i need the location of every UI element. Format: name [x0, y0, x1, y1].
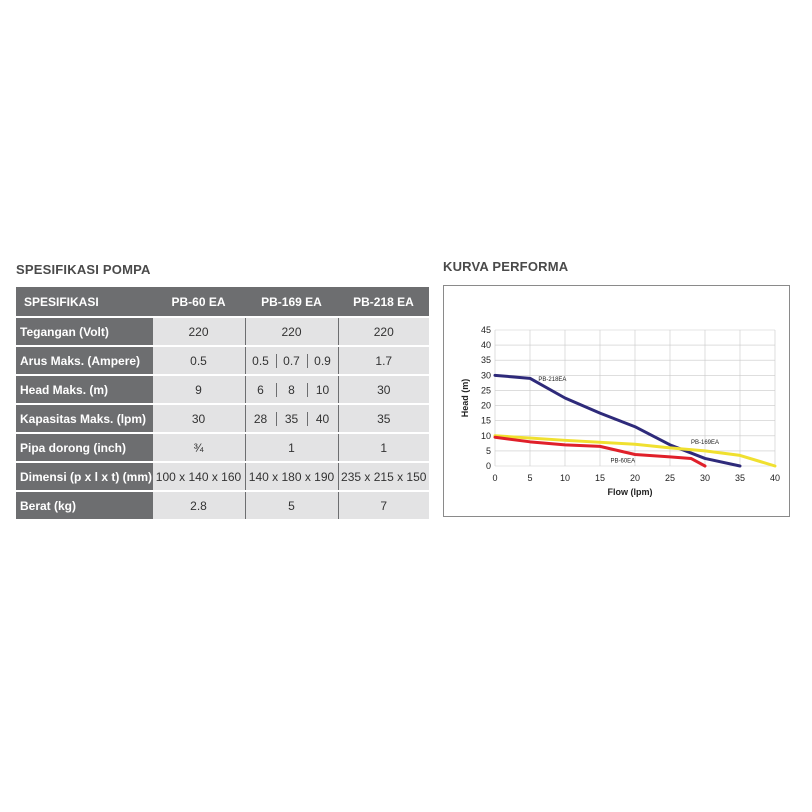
pb218-value: 7 — [337, 491, 429, 519]
row-label: Tegangan (Volt) — [16, 317, 152, 347]
pb60-value: 0.5 — [151, 346, 245, 376]
curve-title: KURVA PERFORMA — [443, 259, 569, 274]
pb169-variants: 6 8 10 — [246, 376, 338, 403]
y-tick-label: 15 — [481, 416, 491, 426]
pb169-variants: 0.5 0.7 0.9 — [246, 347, 338, 374]
series-label: PB-169EA — [691, 440, 719, 446]
y-tick-label: 5 — [486, 446, 491, 456]
row-label: Kapasitas Maks. (lpm) — [16, 404, 152, 434]
series-label: PB-60EA — [611, 458, 636, 464]
pb218-value: 235 x 215 x 150 — [337, 462, 429, 492]
pb169-cell: 220 — [244, 317, 338, 347]
y-tick-label: 45 — [481, 325, 491, 335]
x-tick-label: 10 — [560, 473, 570, 483]
header-cell: PB-169 EA — [245, 287, 338, 318]
table-row: Head Maks. (m) 9 6 8 10 30 — [16, 375, 429, 405]
row-label: Head Maks. (m) — [16, 375, 152, 405]
pb218-value: 35 — [337, 404, 429, 434]
pb218-value: 1.7 — [337, 346, 429, 376]
pb169-value: 0.5 — [252, 353, 269, 368]
x-tick-label: 35 — [735, 473, 745, 483]
pb218-value: 30 — [337, 375, 429, 405]
pb169-cell: 5 — [244, 491, 338, 519]
pb169-cell: 1 — [244, 433, 338, 463]
pb169-value: 40 — [306, 411, 338, 426]
y-tick-label: 35 — [481, 355, 491, 365]
series-label: PB-218EA — [538, 377, 566, 383]
x-tick-label: 20 — [630, 473, 640, 483]
spec-body: Tegangan (Volt) 220 220 220 Arus Maks. (Ampe… — [16, 317, 429, 519]
pb169-value: 6 — [257, 382, 264, 397]
y-tick-label: 10 — [481, 431, 491, 441]
header-cell: PB-218 EA — [338, 287, 429, 318]
x-tick-label: 5 — [527, 473, 532, 483]
row-label: Pipa dorong (inch) — [16, 433, 152, 463]
table-row: Kapasitas Maks. (lpm) 30 28 35 40 35 — [16, 404, 429, 434]
x-tick-label: 0 — [492, 473, 497, 483]
pb169-value: 0.9 — [306, 353, 338, 368]
series-line — [493, 435, 707, 468]
y-axis-label: Head (m) — [460, 379, 470, 418]
y-tick-label: 25 — [481, 385, 491, 395]
pb218-value: 220 — [337, 317, 429, 347]
table-row: Berat (kg) 2.8 5 7 — [16, 491, 429, 519]
pb169-variants: 28 35 40 — [246, 405, 338, 432]
pb60-value: 220 — [151, 317, 245, 347]
x-tick-label: 15 — [595, 473, 605, 483]
y-tick-label: 20 — [481, 401, 491, 411]
pb60-value: 9 — [151, 375, 245, 405]
x-tick-label: 25 — [665, 473, 675, 483]
header-cell: PB-60 EA — [152, 287, 245, 318]
spec-table: SPESIFIKASI PB-60 EA PB-169 EA PB-218 EA… — [16, 287, 429, 519]
pb169-cell: 140 x 180 x 190 — [244, 462, 338, 492]
pb60-value: 30 — [151, 404, 245, 434]
x-tick-label: 40 — [770, 473, 780, 483]
x-tick-label: 30 — [700, 473, 710, 483]
pb60-value: ¾ — [151, 433, 245, 463]
pb60-value: 2.8 — [151, 491, 245, 519]
series-line — [493, 373, 742, 468]
spec-title: SPESIFIKASI POMPA — [16, 262, 151, 277]
table-row: Dimensi (p x l x t) (mm) 100 x 140 x 160 1… — [16, 462, 429, 492]
pb169-value: 10 — [306, 382, 338, 397]
header-cell: SPESIFIKASI — [16, 287, 152, 318]
y-tick-label: 0 — [486, 461, 491, 471]
table-row: Tegangan (Volt) 220 220 220 — [16, 317, 429, 347]
pb169-value: 35 — [275, 411, 307, 426]
pb169-cell: 28 35 40 — [244, 404, 338, 434]
y-tick-label: 30 — [481, 370, 491, 380]
x-axis-label: Flow (lpm) — [608, 487, 653, 497]
pb60-value: 100 x 140 x 160 — [151, 462, 245, 492]
spec-header-row: SPESIFIKASI PB-60 EA PB-169 EA PB-218 EA — [16, 287, 429, 318]
row-label: Arus Maks. (Ampere) — [16, 346, 152, 376]
pb169-value: 0.7 — [275, 353, 307, 368]
pb169-cell: 0.5 0.7 0.9 — [244, 346, 338, 376]
pb169-cell: 6 8 10 — [244, 375, 338, 405]
row-label: Berat (kg) — [16, 491, 152, 519]
pb218-value: 1 — [337, 433, 429, 463]
pb169-value: 8 — [275, 382, 307, 397]
table-row: Pipa dorong (inch) ¾ 1 1 — [16, 433, 429, 463]
chart-svg: 0 5 10 15 20 25 30 35 40 45 0 5 10 15 20 25 30 35 40 Flow (… — [460, 325, 780, 497]
y-tick-label: 40 — [481, 340, 491, 350]
performance-chart: 0 5 10 15 20 25 30 35 40 45 0 5 10 15 20 25 30 35 40 Flow (… — [443, 285, 790, 517]
row-label: Dimensi (p x l x t) (mm) — [16, 462, 152, 492]
table-row: Arus Maks. (Ampere) 0.5 0.5 0.7 0.9 1.7 — [16, 346, 429, 376]
pb169-value: 28 — [253, 411, 268, 426]
